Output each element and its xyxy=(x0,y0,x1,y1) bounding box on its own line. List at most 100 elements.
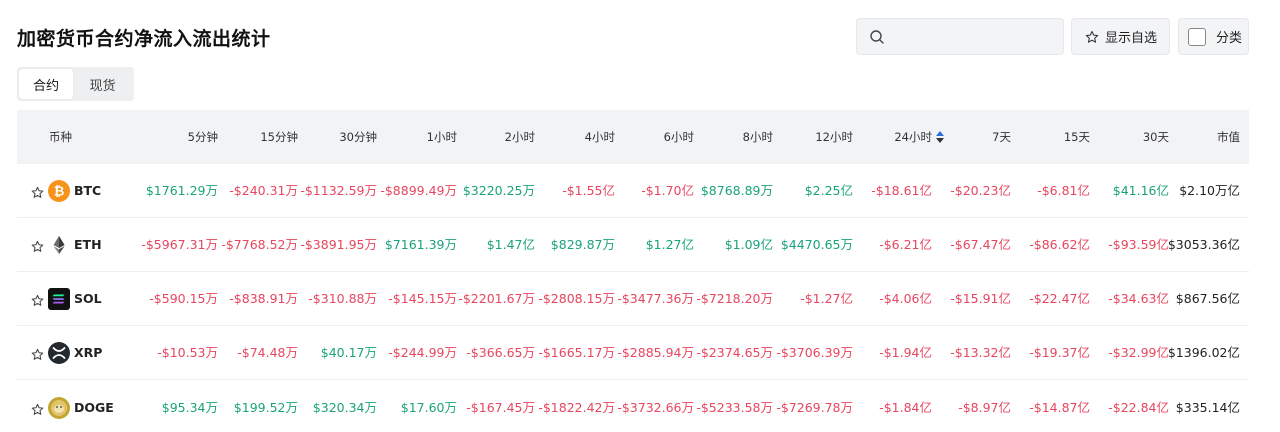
net-flow-30m: -$1132.59万 xyxy=(300,183,377,198)
net-flow-4h: -$1822.42万 xyxy=(538,400,615,415)
sort-arrows-icon[interactable] xyxy=(936,130,944,143)
net-flow-7d: -$13.32亿 xyxy=(950,345,1011,360)
net-flow-12h: -$3706.39万 xyxy=(776,345,853,360)
net-flow-30d: -$22.84亿 xyxy=(1108,400,1169,415)
coin-logo xyxy=(48,397,70,419)
net-flow-1h: -$244.99万 xyxy=(388,345,457,360)
net-flow-8h: -$7218.20万 xyxy=(696,291,773,306)
net-flow-5m: -$5967.31万 xyxy=(141,237,218,252)
column-header-4h[interactable]: 4小时 xyxy=(584,130,615,144)
search-input[interactable] xyxy=(856,18,1064,55)
column-header-8h[interactable]: 8小时 xyxy=(742,130,773,144)
column-header-15m[interactable]: 15分钟 xyxy=(260,130,298,144)
table-row[interactable]: ₿ BTC $1761.29万 -$240.31万 -$1132.59万 -$8899.4… xyxy=(17,164,1249,218)
column-header-12h[interactable]: 12小时 xyxy=(815,130,853,144)
net-flow-30m: $40.17万 xyxy=(320,345,377,360)
net-flow-7d: -$8.97亿 xyxy=(958,400,1011,415)
net-flow-2h: -$366.65万 xyxy=(466,345,535,360)
column-header-24h[interactable]: 24小时 xyxy=(824,110,944,164)
market-cap-value: $335.14亿 xyxy=(1175,400,1240,415)
star-icon xyxy=(1085,30,1099,43)
net-flow-30m: $320.34万 xyxy=(312,400,377,415)
net-flow-6h: $1.27亿 xyxy=(645,237,694,252)
net-flow-24h: -$4.06亿 xyxy=(879,291,932,306)
net-flow-6h: -$1.70亿 xyxy=(641,183,694,198)
column-header-1h[interactable]: 1小时 xyxy=(426,130,457,144)
dogecoin-icon xyxy=(48,397,70,419)
net-flow-6h: -$3732.66万 xyxy=(617,400,694,415)
column-header-15d[interactable]: 15天 xyxy=(1063,130,1090,144)
net-flow-1h: -$145.15万 xyxy=(388,291,457,306)
net-flow-24h: -$18.61亿 xyxy=(871,183,932,198)
column-header-market-cap[interactable]: 市值 xyxy=(1217,130,1240,144)
favorite-star-icon[interactable] xyxy=(31,184,44,203)
column-header-5m[interactable]: 5分钟 xyxy=(187,130,218,144)
net-flow-2h: -$2201.67万 xyxy=(458,291,535,306)
net-flow-5m: $95.34万 xyxy=(161,400,218,415)
net-flow-15m: -$838.91万 xyxy=(229,291,298,306)
net-flow-8h: $1.09亿 xyxy=(724,237,773,252)
net-flow-24h: -$6.21亿 xyxy=(879,237,932,252)
show-favorites-button[interactable]: 显示自选 xyxy=(1071,18,1170,55)
market-cap-value: $1396.02亿 xyxy=(1167,345,1240,360)
column-header-30m[interactable]: 30分钟 xyxy=(339,130,377,144)
favorite-star-icon[interactable] xyxy=(31,401,44,420)
coin-symbol[interactable]: DOGE xyxy=(74,400,114,415)
column-header-2h[interactable]: 2小时 xyxy=(504,130,535,144)
net-flow-4h: -$2808.15万 xyxy=(538,291,615,306)
coin-symbol[interactable]: XRP xyxy=(74,345,103,360)
market-cap-value: $3053.36亿 xyxy=(1167,237,1240,252)
column-header-30d[interactable]: 30天 xyxy=(1142,130,1169,144)
net-flow-30d: -$32.99亿 xyxy=(1108,345,1169,360)
net-flow-30m: -$3891.95万 xyxy=(300,237,377,252)
net-flow-8h: -$2374.65万 xyxy=(696,345,773,360)
net-flow-6h: -$3477.36万 xyxy=(617,291,694,306)
table-row[interactable]: SOL -$590.15万 -$838.91万 -$310.88万 -$145.15万 -… xyxy=(17,272,1249,326)
tab-futures[interactable]: 合约 xyxy=(19,69,73,99)
net-flow-12h: -$7269.78万 xyxy=(776,400,853,415)
coin-logo xyxy=(48,288,70,310)
net-flow-6h: -$2885.94万 xyxy=(617,345,694,360)
net-flow-15m: -$74.48万 xyxy=(237,345,298,360)
solana-icon xyxy=(48,288,70,310)
net-flow-15m: -$7768.52万 xyxy=(221,237,298,252)
net-flow-15d: -$22.47亿 xyxy=(1029,291,1090,306)
net-flow-2h: $3220.25万 xyxy=(462,183,535,198)
net-flow-7d: -$20.23亿 xyxy=(950,183,1011,198)
show-favorites-label: 显示自选 xyxy=(1105,31,1158,46)
net-flow-4h: -$1665.17万 xyxy=(538,345,615,360)
favorite-star-icon[interactable] xyxy=(31,292,44,311)
table-row[interactable]: DOGE $95.34万 $199.52万 $320.34万 $17.60万 -$167.… xyxy=(17,381,1249,432)
net-flow-15d: -$86.62亿 xyxy=(1029,237,1090,252)
table-row[interactable]: XRP -$10.53万 -$74.48万 $40.17万 -$244.99万 -$366… xyxy=(17,326,1249,380)
column-header-6h[interactable]: 6小时 xyxy=(663,130,694,144)
net-flow-1h: $7161.39万 xyxy=(384,237,457,252)
coin-symbol[interactable]: ETH xyxy=(74,237,102,252)
net-flow-24h: -$1.94亿 xyxy=(879,345,932,360)
net-flow-15d: -$14.87亿 xyxy=(1029,400,1090,415)
net-flow-5m: -$590.15万 xyxy=(149,291,218,306)
net-flow-8h: $8768.89万 xyxy=(700,183,773,198)
category-toggle[interactable]: 分类 xyxy=(1178,18,1249,55)
net-flow-7d: -$67.47亿 xyxy=(950,237,1011,252)
net-flow-15d: -$6.81亿 xyxy=(1037,183,1090,198)
coin-symbol[interactable]: BTC xyxy=(74,183,102,198)
net-flow-1h: $17.60万 xyxy=(400,400,457,415)
column-header-7d[interactable]: 7天 xyxy=(992,130,1011,144)
favorite-star-icon[interactable] xyxy=(31,238,44,257)
tab-spot[interactable]: 现货 xyxy=(89,78,116,94)
table-row[interactable]: ETH -$5967.31万 -$7768.52万 -$3891.95万 $7161.3… xyxy=(17,218,1249,272)
category-label: 分类 xyxy=(1216,31,1243,46)
xrp-icon xyxy=(48,342,70,364)
net-flow-2h: $1.47亿 xyxy=(486,237,535,252)
market-type-tabs: 合约 现货 xyxy=(17,67,134,101)
net-flow-30d: -$93.59亿 xyxy=(1108,237,1169,252)
market-cap-value: $2.10万亿 xyxy=(1179,183,1240,198)
net-flow-15m: $199.52万 xyxy=(233,400,298,415)
net-flow-12h: -$1.27亿 xyxy=(800,291,853,306)
net-flow-4h: -$1.55亿 xyxy=(562,183,615,198)
favorite-star-icon[interactable] xyxy=(31,346,44,365)
coin-symbol[interactable]: SOL xyxy=(74,291,102,306)
category-checkbox[interactable] xyxy=(1188,27,1206,46)
net-flow-8h: -$5233.58万 xyxy=(696,400,773,415)
